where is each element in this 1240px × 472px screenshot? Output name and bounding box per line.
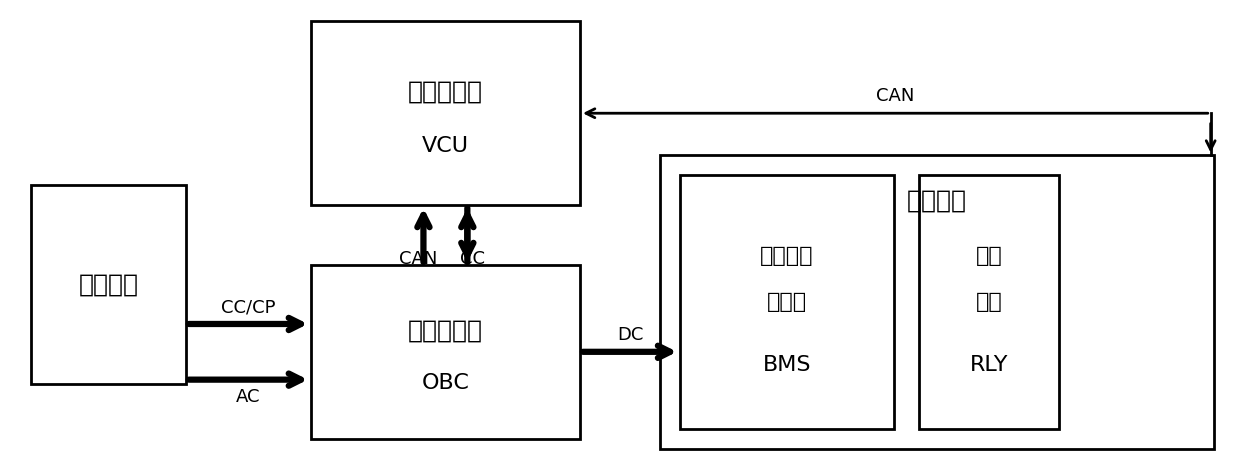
Text: CC: CC xyxy=(460,250,485,268)
Text: 供电设备: 供电设备 xyxy=(78,273,139,297)
Text: RLY: RLY xyxy=(970,355,1008,376)
Text: 主继: 主继 xyxy=(976,246,1003,267)
Bar xyxy=(31,185,186,384)
Text: 电器: 电器 xyxy=(976,292,1003,312)
Text: BMS: BMS xyxy=(763,355,811,376)
Text: VCU: VCU xyxy=(422,136,469,156)
Text: 控制器: 控制器 xyxy=(768,292,807,312)
Text: CAN: CAN xyxy=(399,250,438,268)
Text: CC/CP: CC/CP xyxy=(221,298,275,316)
Text: 锂电池包: 锂电池包 xyxy=(906,188,967,212)
Text: OBC: OBC xyxy=(422,373,469,393)
Text: 车载充电机: 车载充电机 xyxy=(408,319,482,343)
Bar xyxy=(919,176,1059,429)
Text: 电池管理: 电池管理 xyxy=(760,246,813,267)
Bar xyxy=(680,176,894,429)
Text: CAN: CAN xyxy=(877,87,915,105)
Bar xyxy=(660,155,1214,449)
Text: DC: DC xyxy=(616,326,644,344)
Text: AC: AC xyxy=(236,388,260,405)
Text: 整车控制器: 整车控制器 xyxy=(408,79,482,103)
Bar xyxy=(311,265,580,439)
Bar xyxy=(311,21,580,205)
